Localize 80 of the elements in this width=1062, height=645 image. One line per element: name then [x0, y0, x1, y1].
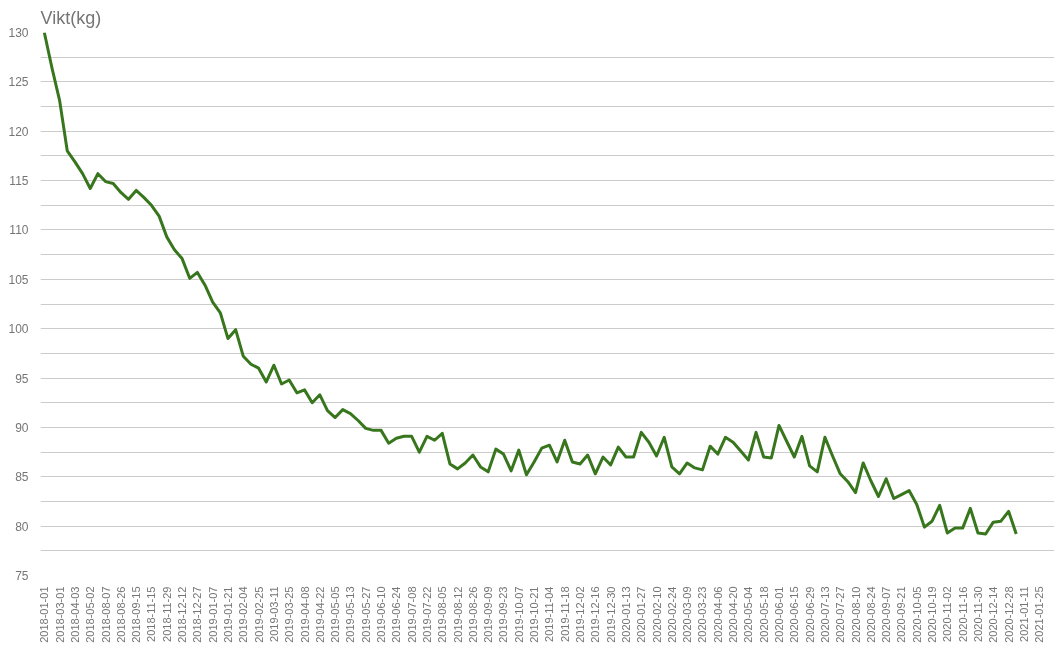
x-tick-label: 2019-11-04 [543, 586, 556, 642]
x-tick-label: 2020-04-20 [727, 586, 740, 643]
x-tick-label: 2020-08-10 [849, 586, 862, 643]
x-tick-label: 2018-09-15 [130, 586, 143, 643]
x-tick-label: 2018-12-12 [176, 586, 189, 643]
y-tick-label: 130 [8, 26, 29, 40]
x-tick-label: 2020-07-27 [834, 586, 847, 643]
y-tick-label: 95 [15, 371, 29, 386]
x-tick-label: 2018-11-29 [160, 586, 173, 642]
x-tick-label: 2019-08-12 [451, 586, 464, 643]
x-tick-label: 2019-07-08 [405, 586, 418, 643]
x-tick-label: 2019-08-05 [436, 586, 449, 643]
x-tick-label: 2020-08-24 [864, 586, 877, 643]
x-tick-label: 2020-04-06 [711, 586, 724, 643]
x-tick-label: 2020-10-19 [926, 586, 939, 643]
x-tick-label: 2019-09-09 [482, 586, 495, 643]
x-tick-label: 2019-02-04 [237, 586, 250, 643]
x-tick-label: 2019-12-30 [604, 586, 617, 643]
x-tick-label: 2020-05-18 [757, 586, 770, 643]
x-tick-label: 2021-01-11 [1017, 586, 1030, 642]
x-tick-label: 2020-11-02 [941, 586, 954, 642]
x-tick-label: 2019-06-24 [390, 586, 403, 643]
y-tick-label: 115 [9, 174, 29, 189]
x-tick-label: 2020-06-29 [803, 586, 816, 643]
x-tick-label: 2020-11-16 [956, 586, 969, 642]
x-tick-label: 2020-03-09 [681, 586, 694, 643]
x-tick-label: 2020-06-15 [788, 586, 801, 643]
x-tick-label: 2019-12-02 [574, 586, 587, 643]
x-tick-label: 2020-09-07 [880, 586, 893, 643]
x-tick-label: 2018-04-03 [68, 586, 81, 643]
x-tick-label: 2019-12-16 [589, 586, 602, 643]
x-tick-label: 2019-01-21 [221, 586, 234, 643]
x-tick-label: 2020-05-04 [742, 586, 755, 643]
x-tick-label: 2018-08-26 [114, 586, 127, 643]
x-tick-label: 2020-07-13 [818, 586, 831, 643]
x-tick-label: 2019-07-22 [420, 586, 433, 643]
y-tick-label: 80 [15, 519, 29, 534]
x-tick-label: 2019-03-25 [283, 586, 296, 643]
x-tick-label: 2019-11-18 [558, 586, 571, 642]
x-tick-label: 2020-02-10 [650, 586, 663, 643]
x-tick-label: 2021-01-25 [1033, 586, 1046, 643]
y-tick-label: 85 [15, 470, 29, 485]
x-tick-label: 2020-09-21 [895, 586, 908, 643]
x-tick-label: 2019-10-07 [512, 586, 525, 643]
x-tick-label: 2019-10-21 [528, 586, 541, 643]
x-tick-label: 2019-05-27 [359, 586, 372, 643]
x-tick-label: 2020-06-01 [773, 586, 785, 643]
x-tick-label: 2018-01-01 [38, 586, 51, 643]
line-series [42, 32, 1018, 536]
chart-title: Vikt(kg) [40, 7, 102, 28]
x-tick-label: 2019-09-23 [497, 586, 510, 643]
y-tick-label: 100 [8, 322, 29, 337]
x-tick-label: 2020-03-23 [696, 586, 709, 643]
x-tick-label: 2019-02-25 [252, 586, 265, 643]
x-tick-label: 2020-11-30 [971, 586, 984, 642]
x-tick-label: 2020-02-24 [665, 586, 678, 643]
x-tick-label: 2020-01-13 [619, 586, 632, 643]
x-tick-label: 2020-01-27 [635, 586, 648, 643]
x-tick-label: 2019-01-07 [206, 586, 219, 643]
x-tick-label: 2019-06-10 [375, 586, 388, 643]
x-tick-label: 2018-05-02 [84, 586, 97, 643]
x-tick-label: 2020-10-05 [910, 586, 923, 643]
x-tick-label: 2019-04-08 [298, 586, 311, 643]
x-tick-label: 2018-08-07 [99, 586, 112, 643]
x-tick-label: 2019-05-13 [344, 586, 357, 643]
y-tick-label: 90 [15, 420, 29, 435]
x-tick-label: 2019-05-05 [329, 586, 342, 643]
x-tick-label: 2019-04-22 [313, 586, 326, 643]
y-tick-label: 105 [8, 272, 29, 287]
x-tick-label: 2018-12-27 [191, 586, 204, 643]
x-tick-label: 2019-08-26 [466, 586, 479, 643]
x-tick-label: 2020-12-28 [1002, 586, 1015, 643]
y-tick-label: 120 [8, 124, 29, 139]
x-tick-label: 2018-11-15 [145, 586, 158, 642]
y-tick-label: 75 [15, 569, 29, 583]
y-tick-label: 110 [9, 223, 29, 238]
x-tick-label: 2020-12-14 [987, 586, 1000, 643]
x-tick-label: 2018-03-01 [53, 586, 66, 643]
y-tick-label: 125 [8, 75, 29, 90]
x-tick-label: 2019-03-11 [267, 586, 280, 642]
